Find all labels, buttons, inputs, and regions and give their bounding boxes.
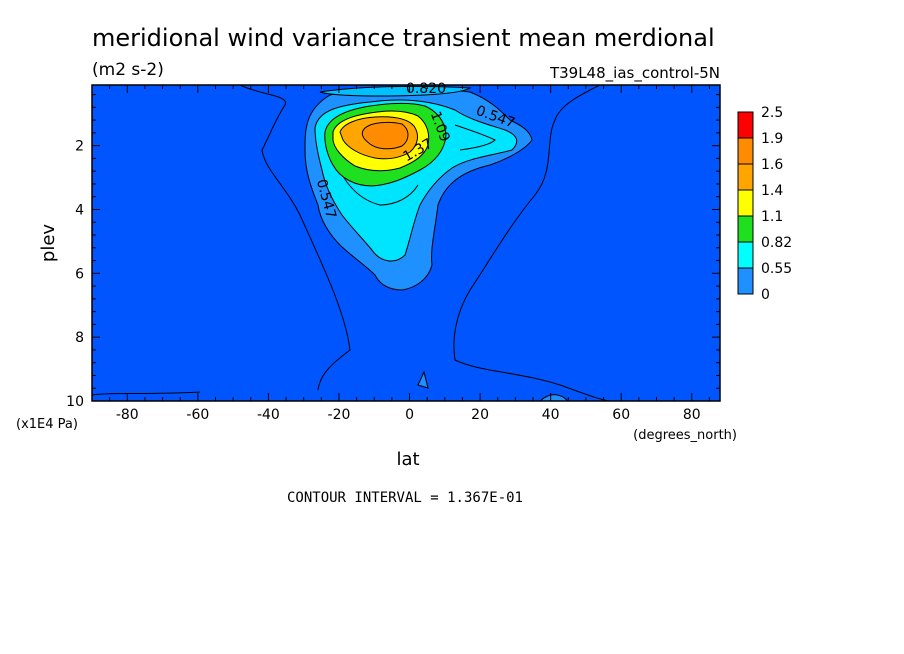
colorbar-swatch bbox=[737, 189, 754, 217]
region-top-band bbox=[319, 85, 472, 97]
colorbar-swatch bbox=[737, 215, 754, 243]
colorbar-label: 0 bbox=[761, 287, 770, 303]
x-tick-label: -80 bbox=[116, 407, 139, 423]
contour-inner-2 bbox=[454, 124, 496, 151]
x-tick-label: 40 bbox=[542, 407, 560, 423]
x-tick-label: -20 bbox=[328, 407, 351, 423]
colorbar-label: 0.82 bbox=[761, 235, 792, 251]
colorbar-swatch bbox=[737, 267, 754, 295]
colorbar-label: 1.9 bbox=[761, 131, 783, 147]
x-tick-label: 20 bbox=[471, 407, 489, 423]
colorbar-label: 1.4 bbox=[761, 183, 783, 199]
colorbar-swatch bbox=[737, 111, 754, 139]
contour-line-left bbox=[239, 84, 351, 391]
x-tick-label: -60 bbox=[186, 407, 209, 423]
chart-title: meridional wind variance transient mean … bbox=[92, 24, 715, 52]
contour-label-top: 0.820 bbox=[406, 81, 446, 97]
y-axis-title: plev bbox=[38, 224, 59, 263]
y-axis-units: (x1E4 Pa) bbox=[16, 417, 78, 432]
run-label: T39L48_ias_control-5N bbox=[549, 64, 720, 83]
contour-interval-text: CONTOUR INTERVAL = 1.367E-01 bbox=[287, 490, 523, 506]
chart-units: (m2 s-2) bbox=[92, 60, 164, 80]
plot-area: 0.820 0.547 0.547 1.09 1.37 bbox=[91, 81, 721, 402]
y-tick-label: 10 bbox=[66, 394, 84, 410]
colorbar-swatch bbox=[737, 137, 754, 165]
contour-line-bottom bbox=[91, 391, 201, 396]
x-tick-label: -40 bbox=[257, 407, 280, 423]
x-tick-label: 0 bbox=[405, 407, 414, 423]
colorbar: 2.5 1.9 1.6 1.4 1.1 0.82 0.55 0 bbox=[737, 105, 792, 303]
colorbar-label: 1.1 bbox=[761, 209, 783, 225]
colorbar-swatch bbox=[737, 241, 754, 269]
x-axis-title: lat bbox=[396, 449, 419, 470]
plot-frame bbox=[91, 84, 721, 402]
y-tick-label: 8 bbox=[75, 330, 84, 346]
colorbar-swatch bbox=[737, 163, 754, 191]
x-tick-label: 80 bbox=[683, 407, 701, 423]
axes: -80 -60 -40 -20 0 20 40 60 80 2 4 6 8 10 bbox=[66, 85, 720, 423]
colorbar-label: 2.5 bbox=[761, 105, 783, 121]
colorbar-label: 0.55 bbox=[761, 261, 792, 277]
y-tick-label: 4 bbox=[75, 202, 84, 218]
contour-bump-bottom-right bbox=[539, 394, 569, 402]
y-tick-label: 2 bbox=[75, 139, 84, 155]
contour-line-right bbox=[453, 84, 611, 402]
colorbar-label: 1.6 bbox=[761, 157, 783, 173]
region-1_9 bbox=[361, 121, 409, 150]
contour-small-blob bbox=[417, 370, 429, 389]
contour-inner-1 bbox=[334, 159, 419, 206]
x-tick-label: 60 bbox=[612, 407, 630, 423]
y-tick-label: 6 bbox=[75, 266, 84, 282]
x-axis-units: (degrees_north) bbox=[633, 428, 737, 443]
